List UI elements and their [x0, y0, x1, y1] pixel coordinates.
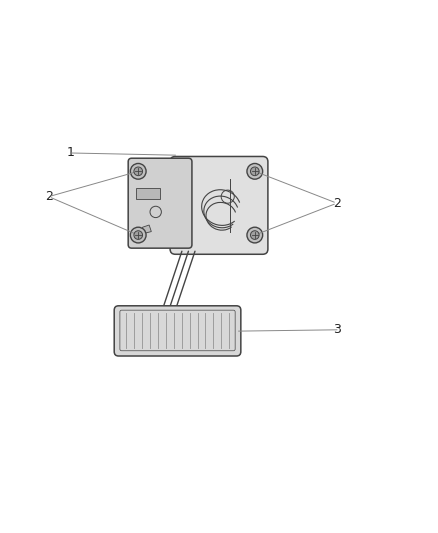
Circle shape	[134, 231, 142, 239]
Text: 2: 2	[45, 190, 53, 203]
FancyBboxPatch shape	[114, 306, 241, 356]
Polygon shape	[143, 225, 151, 234]
Circle shape	[251, 231, 259, 239]
FancyBboxPatch shape	[128, 158, 192, 248]
Text: 3: 3	[333, 324, 341, 336]
Text: 1: 1	[67, 147, 74, 159]
Circle shape	[247, 164, 263, 179]
Circle shape	[247, 227, 263, 243]
FancyBboxPatch shape	[170, 157, 268, 254]
Circle shape	[134, 167, 142, 176]
Circle shape	[131, 227, 146, 243]
Circle shape	[131, 164, 146, 179]
Text: 2: 2	[333, 197, 341, 209]
Bar	[136, 188, 160, 199]
Circle shape	[251, 167, 259, 176]
